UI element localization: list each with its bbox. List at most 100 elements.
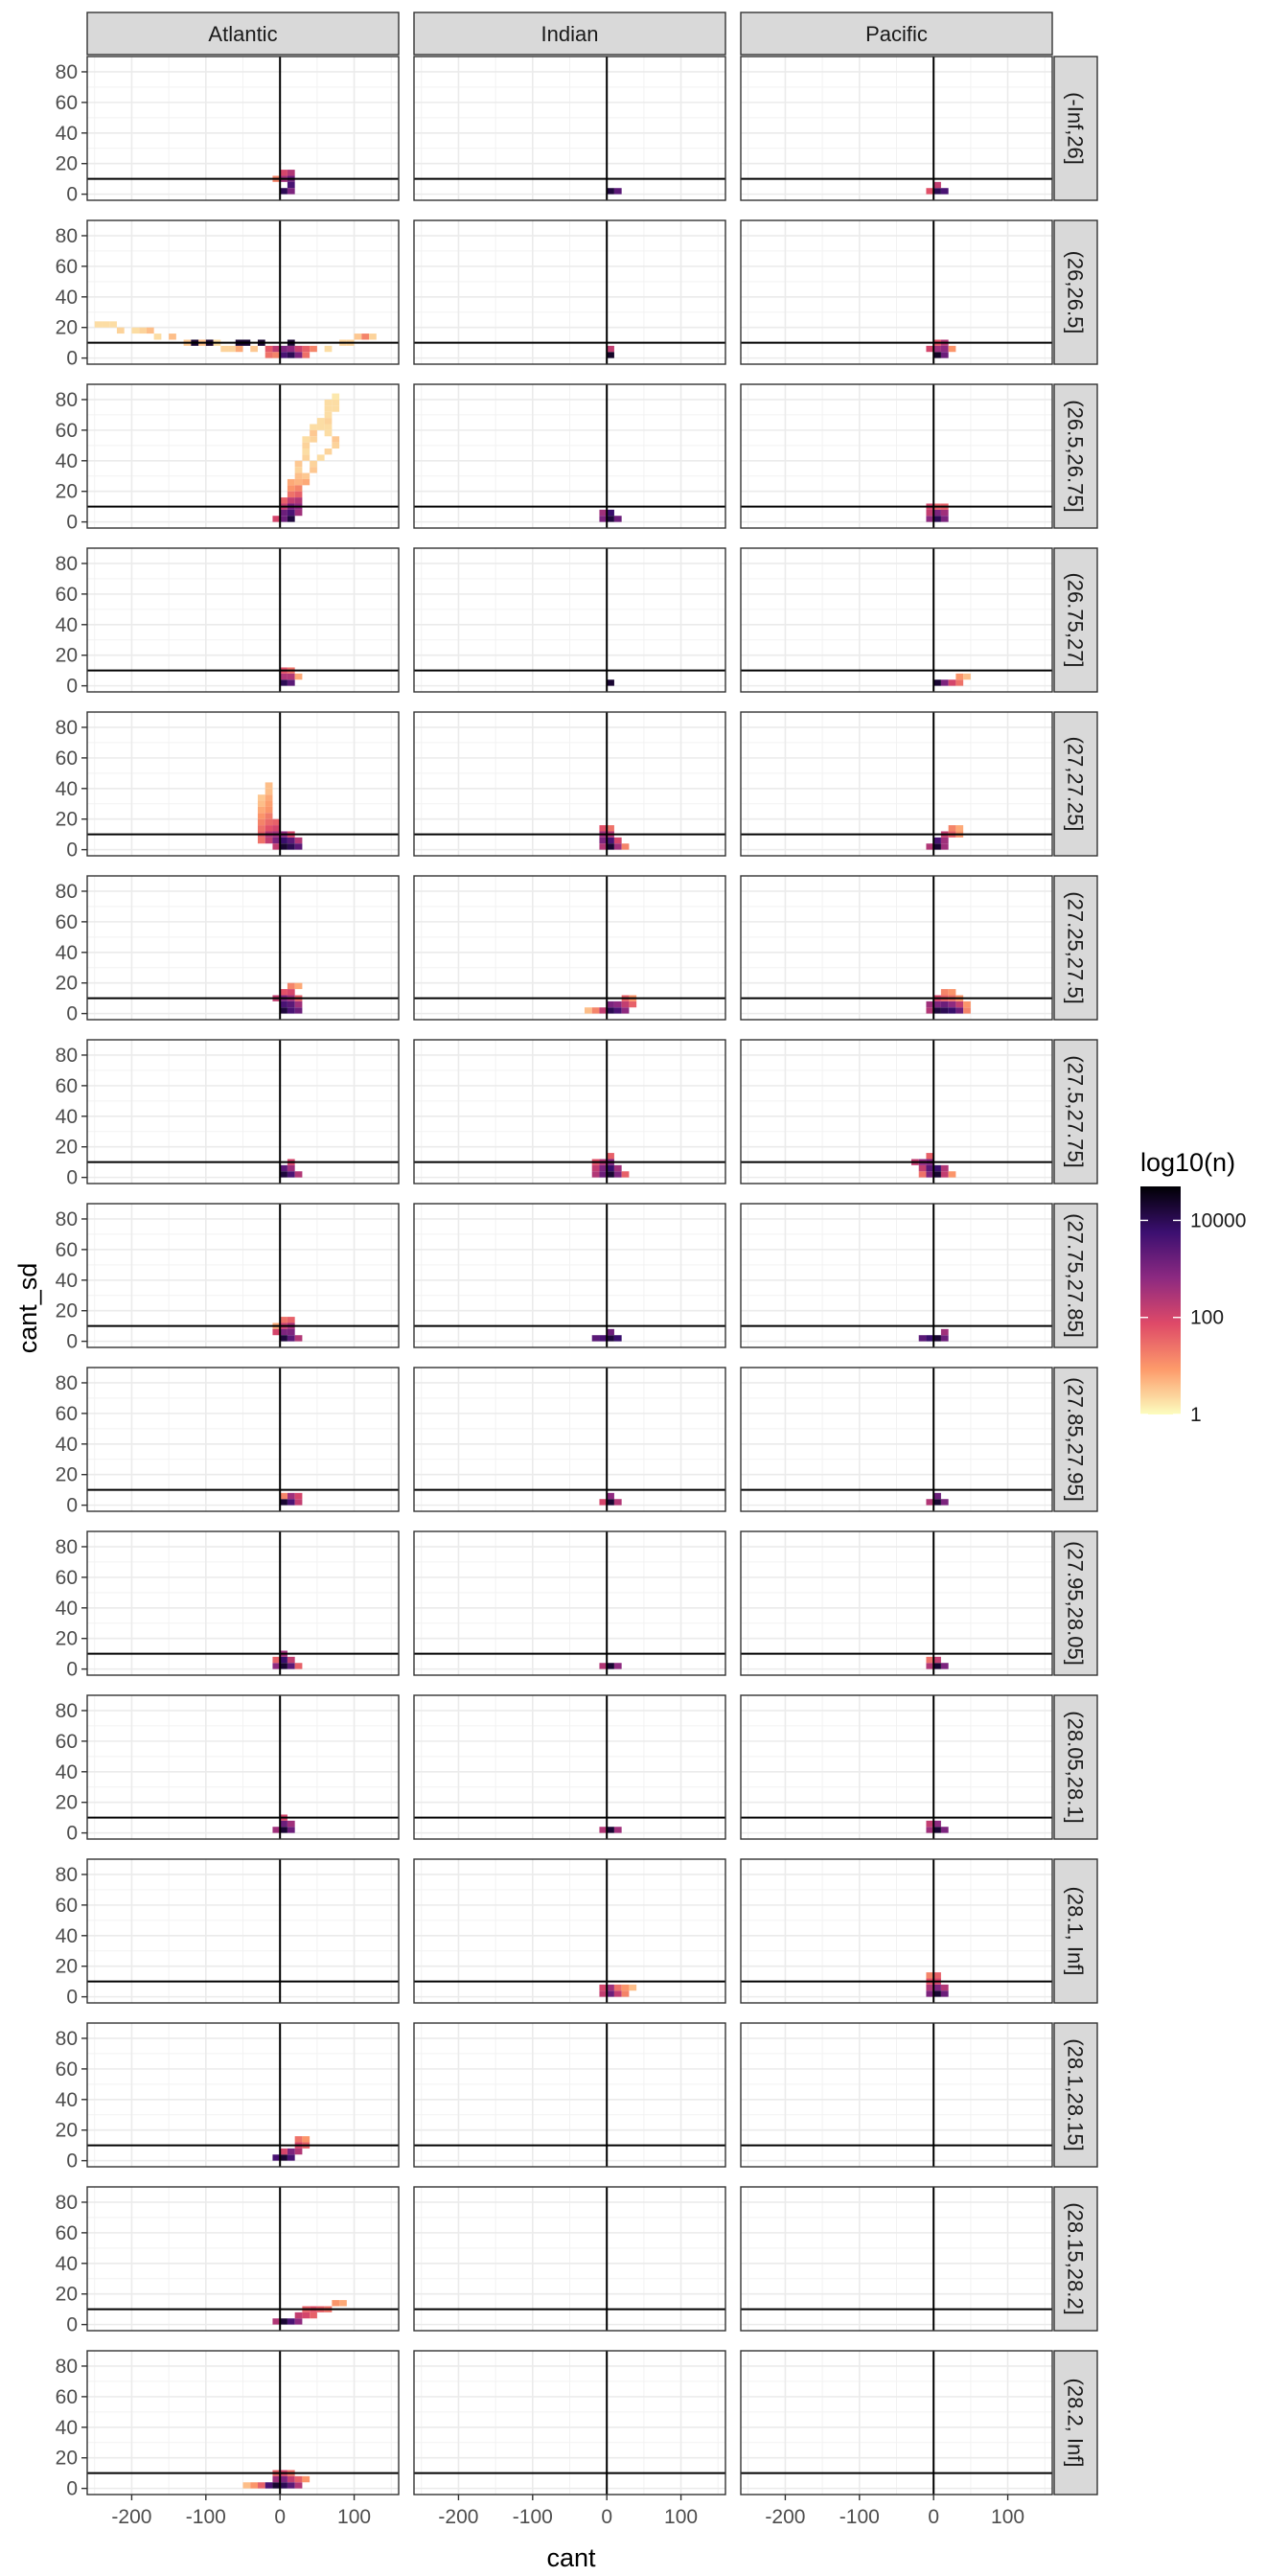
heat-cell	[607, 1499, 614, 1506]
heat-cell	[324, 399, 333, 406]
row-strip-background	[1053, 1694, 1098, 1840]
heat-cell	[257, 800, 265, 807]
heat-cell	[287, 1663, 295, 1669]
panel-border	[413, 547, 726, 693]
heat-cell	[280, 1335, 288, 1342]
heat-cell	[607, 1153, 614, 1160]
x-tick-label: 0	[928, 2506, 939, 2528]
panel-indian-row-4	[413, 547, 726, 693]
y-tick-label: 0	[66, 184, 78, 206]
heat-cell	[332, 399, 340, 406]
heat-cell	[613, 1335, 622, 1342]
heat-cell	[280, 188, 288, 195]
row-strip-4: (26.75,27]	[1053, 547, 1098, 693]
y-tick-label: 80	[56, 881, 78, 903]
x-tick-label: 100	[337, 2506, 371, 2528]
heat-cell	[280, 679, 288, 686]
heat-cell	[287, 352, 295, 358]
heat-cell	[613, 843, 622, 850]
heat-cell	[948, 1171, 956, 1178]
heat-cell	[280, 2148, 288, 2155]
facet-strips-layer: (-Inf,26] (26,26.5] (26.5,26.75] (26.75,27]…	[86, 12, 1098, 2496]
heat-cell	[599, 1663, 608, 1669]
panel-border	[413, 1530, 726, 1676]
heat-cell	[324, 448, 333, 455]
heat-cell	[599, 837, 608, 844]
heat-cell	[607, 188, 614, 195]
heat-cell	[607, 1000, 614, 1008]
heat-cell	[607, 509, 614, 517]
heat-cell	[324, 405, 333, 412]
heat-cell	[933, 1492, 941, 1500]
heat-cell	[287, 1827, 295, 1833]
panel-atlantic-row-11	[86, 1694, 400, 1840]
heat-cell	[316, 454, 325, 461]
row-strip-background	[1053, 1530, 1098, 1676]
panel-pacific-row-5	[740, 711, 1053, 857]
heat-cell	[287, 1328, 295, 1336]
heat-cell	[250, 2482, 258, 2489]
heat-cell	[607, 352, 614, 358]
heat-cell	[287, 1656, 295, 1664]
heat-cell	[940, 989, 949, 996]
x-tick-label: -200	[765, 2506, 805, 2528]
heat-cell	[926, 1972, 934, 1979]
heat-cell	[933, 1827, 941, 1833]
heat-cell	[926, 1990, 934, 1997]
row-strip-15: (28.2, Inf]	[1053, 2350, 1098, 2496]
heat-cell	[302, 2475, 310, 2483]
y-tick-label: 0	[66, 1003, 78, 1025]
heat-cell	[287, 2475, 295, 2483]
heat-cell	[316, 424, 325, 430]
row-strip-12: (28.1, Inf]	[1053, 1858, 1098, 2004]
heat-cell	[316, 418, 325, 425]
x-tick-label: 100	[991, 2506, 1024, 2528]
heat-cell	[621, 843, 630, 850]
heat-cell	[940, 837, 949, 844]
panel-border	[86, 711, 400, 857]
heat-cell	[272, 837, 281, 844]
panel-indian-row-7	[413, 1039, 726, 1184]
heat-cell	[613, 1827, 622, 1833]
y-tick-label: 40	[56, 1434, 78, 1456]
heat-cell	[613, 516, 622, 522]
heat-cell	[933, 188, 941, 195]
y-tick-label: 80	[56, 717, 78, 739]
heat-cell	[280, 352, 288, 358]
heat-cell	[940, 1990, 949, 1997]
heat-cell	[287, 497, 295, 504]
heat-cell	[264, 818, 273, 826]
row-strip-13: (28.1,28.15]	[1053, 2022, 1098, 2168]
heat-cell	[287, 2148, 295, 2155]
heat-cell	[257, 2482, 265, 2489]
heat-cell	[933, 1007, 941, 1014]
heat-cell	[287, 1317, 295, 1323]
heat-cell	[940, 1007, 949, 1014]
heat-cell	[933, 1335, 941, 1342]
panel-indian-row-6	[413, 875, 726, 1021]
row-strip-background	[1053, 1203, 1098, 1348]
heat-cell	[613, 837, 622, 844]
heat-cell	[948, 1000, 956, 1008]
panel-atlantic-row-1	[86, 56, 400, 201]
heat-cell	[933, 1164, 941, 1172]
heat-cell	[302, 448, 310, 455]
heat-cell	[294, 1492, 303, 1500]
panel-border	[86, 1858, 400, 2004]
y-tick-label: 40	[56, 778, 78, 800]
panel-border	[413, 56, 726, 201]
heat-cell	[613, 1164, 622, 1172]
y-tick-label: 0	[66, 512, 78, 534]
heat-cell	[310, 424, 317, 430]
y-tick-label: 20	[56, 1464, 78, 1486]
heat-cell	[607, 1827, 614, 1833]
panel-indian-row-1	[413, 56, 726, 201]
heat-cell	[599, 1164, 608, 1172]
heat-cell	[280, 2482, 288, 2489]
heat-cell	[294, 2312, 303, 2319]
heat-cell	[933, 345, 941, 353]
heat-cell	[272, 2475, 281, 2483]
x-tick-label: 0	[601, 2506, 612, 2528]
heat-cell	[963, 1007, 971, 1014]
heat-cell	[264, 806, 273, 814]
